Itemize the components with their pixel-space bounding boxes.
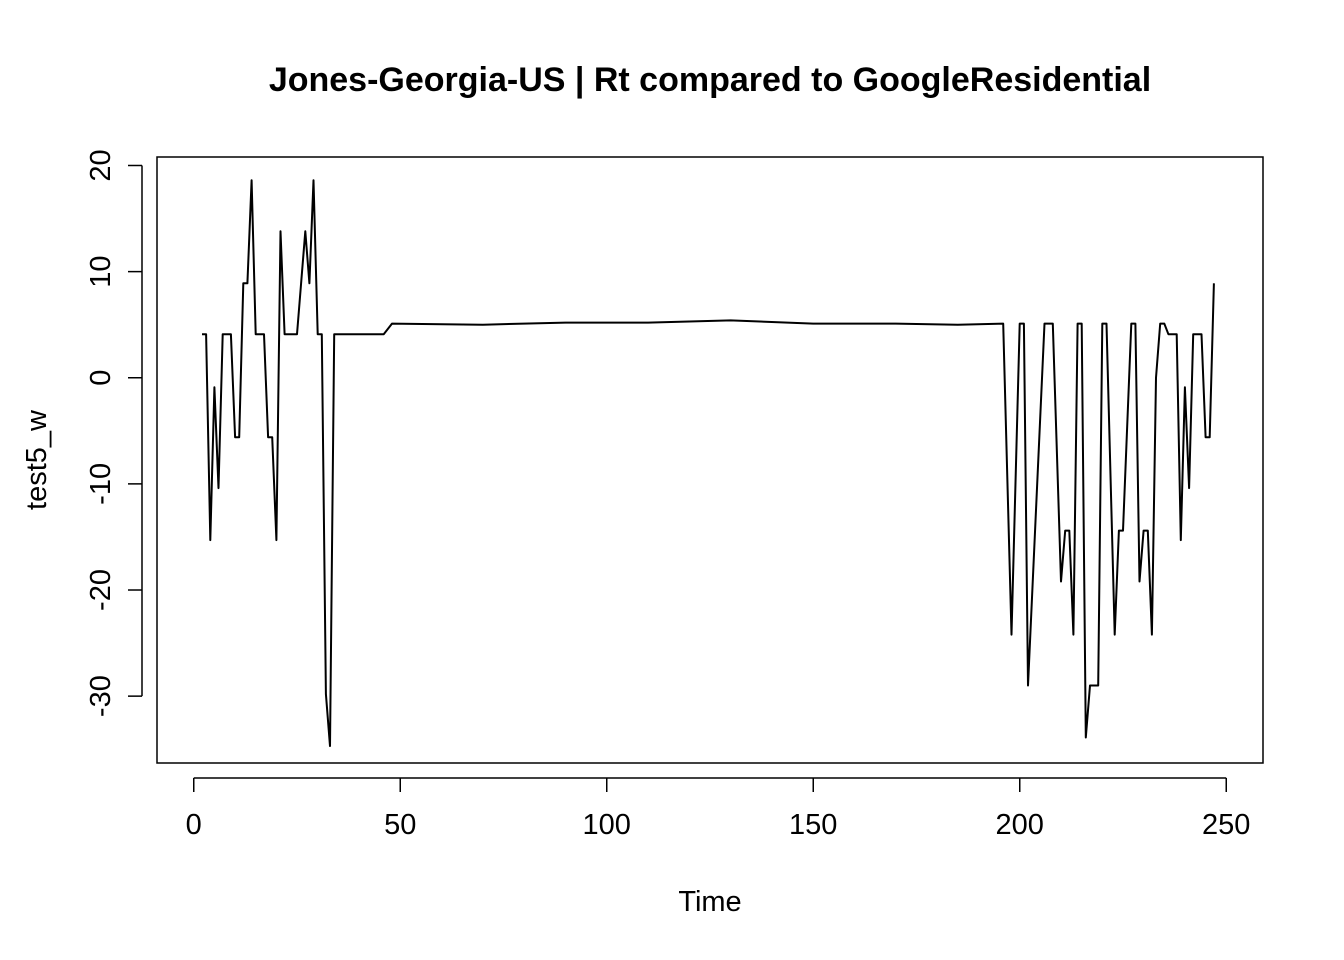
x-axis: 0 50 100 150 200 250 bbox=[186, 777, 1250, 841]
y-tick-label: 20 bbox=[85, 149, 117, 181]
x-tick-label: 250 bbox=[1202, 809, 1250, 841]
x-tick-label: 50 bbox=[384, 809, 416, 841]
y-tick-label: -30 bbox=[85, 675, 117, 717]
y-tick-label: -20 bbox=[85, 569, 117, 611]
x-tick-label: 0 bbox=[186, 809, 202, 841]
chart-title: Jones-Georgia-US | Rt compared to Google… bbox=[269, 61, 1151, 99]
x-tick-label: 200 bbox=[996, 809, 1044, 841]
y-axis-label: test5_w bbox=[21, 409, 53, 510]
series-layer bbox=[202, 179, 1215, 747]
y-tick-label: -10 bbox=[85, 463, 117, 505]
x-tick-label: 150 bbox=[789, 809, 837, 841]
y-tick-label: 0 bbox=[85, 370, 117, 386]
x-axis-label: Time bbox=[678, 886, 741, 918]
y-axis: -30 -20 -10 0 10 20 bbox=[85, 149, 143, 717]
x-tick-label: 100 bbox=[583, 809, 631, 841]
y-tick-label: 10 bbox=[85, 255, 117, 287]
plot-frame bbox=[156, 156, 1264, 764]
series-line bbox=[202, 179, 1215, 747]
